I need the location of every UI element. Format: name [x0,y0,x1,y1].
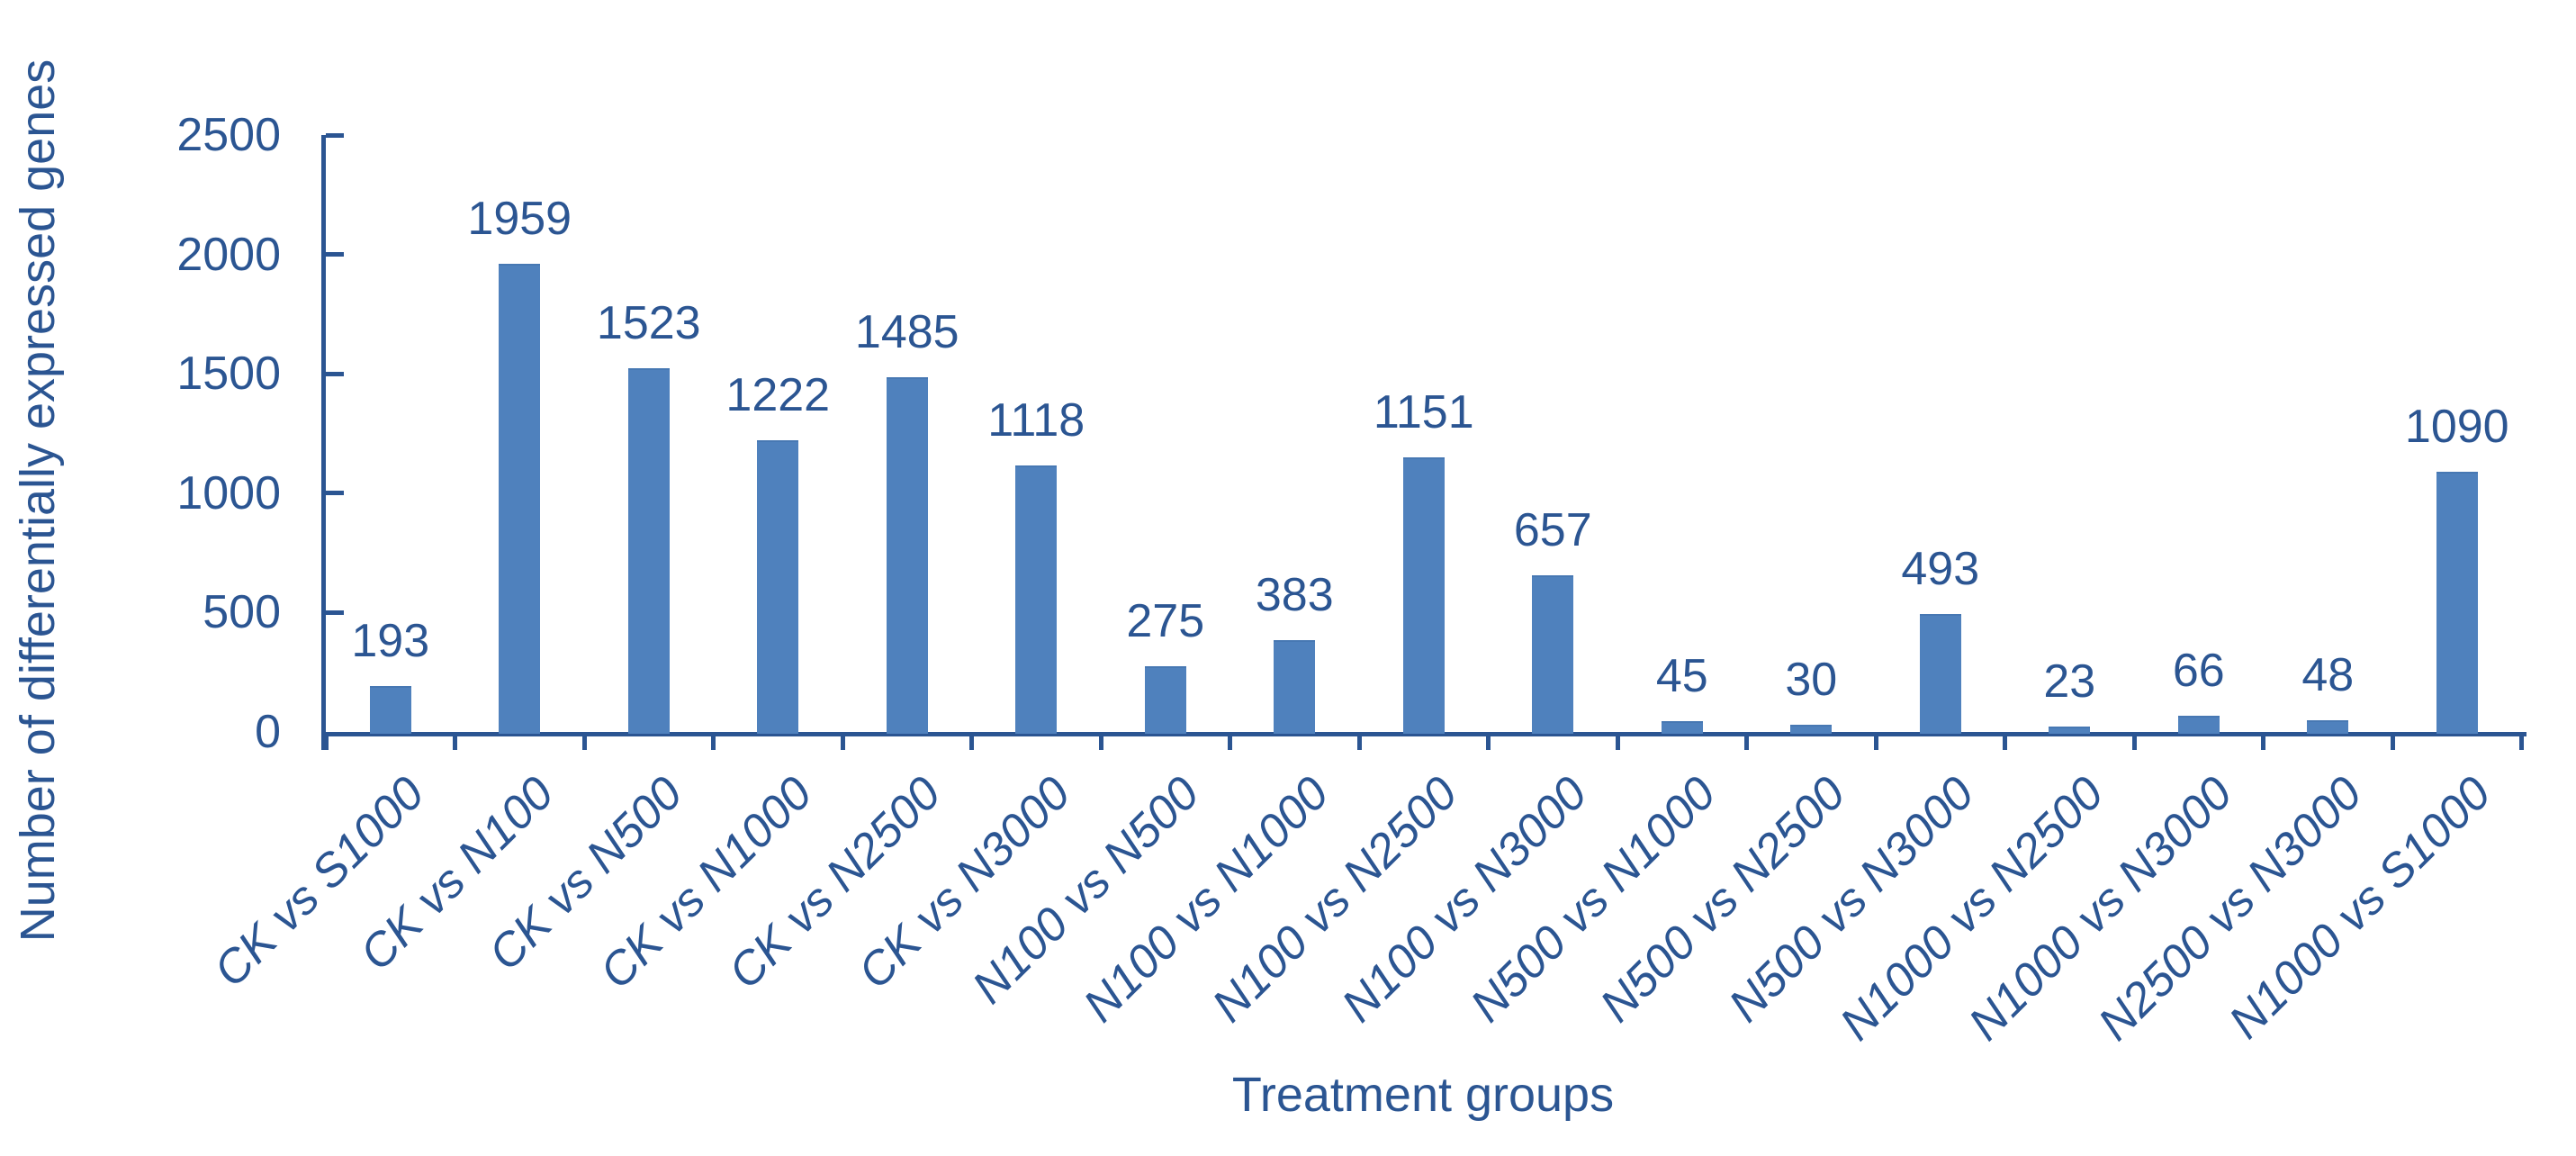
y-tick-label: 2500 [176,109,281,161]
x-tick-mark [2390,736,2395,750]
y-tick-mark [326,610,344,615]
bar-value-label: 48 [2301,649,2355,701]
bar-value-label: 1485 [854,306,959,358]
bar [369,686,411,734]
bar-value-label: 1523 [596,297,701,349]
bar-value-label: 1151 [1373,386,1474,438]
x-tick-mark [2261,736,2265,750]
x-tick-mark [1486,736,1491,750]
y-tick-mark [326,491,344,496]
bar-value-label: 657 [1513,504,1592,556]
x-tick-mark [2519,736,2524,750]
bar [2177,716,2220,734]
bar-value-label: 1959 [467,193,572,245]
y-tick-mark [326,252,344,257]
bar [886,377,928,734]
y-tick-label: 0 [255,706,281,758]
x-tick-label: N100 vs N500 [962,767,1210,1015]
y-axis-line [321,135,326,750]
bar [627,368,670,734]
y-tick-mark [326,132,344,138]
bar-value-label: 383 [1255,569,1334,621]
bar [1144,666,1186,734]
x-tick-mark [840,736,845,750]
bar-value-label: 30 [1785,654,1838,706]
bar-value-label: 1222 [725,369,831,421]
x-axis-line [321,732,2526,736]
x-tick-mark [323,736,329,750]
bar [1790,725,1833,734]
x-tick-mark [1228,736,1232,750]
x-tick-mark [2131,736,2137,750]
y-tick-label: 1000 [176,466,281,519]
bar-value-label: 1118 [987,394,1085,447]
bar [757,440,799,734]
bar-value-label: 1090 [2404,401,2509,453]
x-axis-title: Treatment groups [1231,1068,1615,1122]
bar [1015,465,1058,734]
x-tick-mark [1744,736,1749,750]
x-tick-mark [1615,736,1620,750]
bar-value-label: 193 [351,615,430,667]
x-tick-mark [711,736,716,750]
x-tick-mark [1356,736,1362,750]
y-tick-label: 500 [203,586,281,639]
x-tick-mark [969,736,974,750]
bar [1532,575,1574,734]
bar-value-label: 275 [1126,595,1205,647]
y-tick-label: 1500 [176,348,281,401]
bar-value-label: 45 [1655,650,1708,702]
x-tick-mark [453,736,457,750]
bar [2307,720,2349,734]
bar [2049,727,2091,734]
x-tick-mark [2003,736,2007,750]
bar-value-label: 66 [2172,645,2225,697]
y-tick-label: 2000 [176,228,281,281]
bar-value-label: 493 [1901,543,1980,595]
bar [1661,721,1703,734]
x-tick-mark [581,736,587,750]
bar [1274,640,1316,734]
bar [499,264,541,734]
bar [1919,614,1961,734]
x-tick-mark [1098,736,1103,750]
y-tick-mark [326,371,344,376]
bar [2436,472,2478,734]
bar-value-label: 23 [2043,655,2096,708]
bar [1402,457,1445,734]
x-tick-mark [1873,736,1878,750]
